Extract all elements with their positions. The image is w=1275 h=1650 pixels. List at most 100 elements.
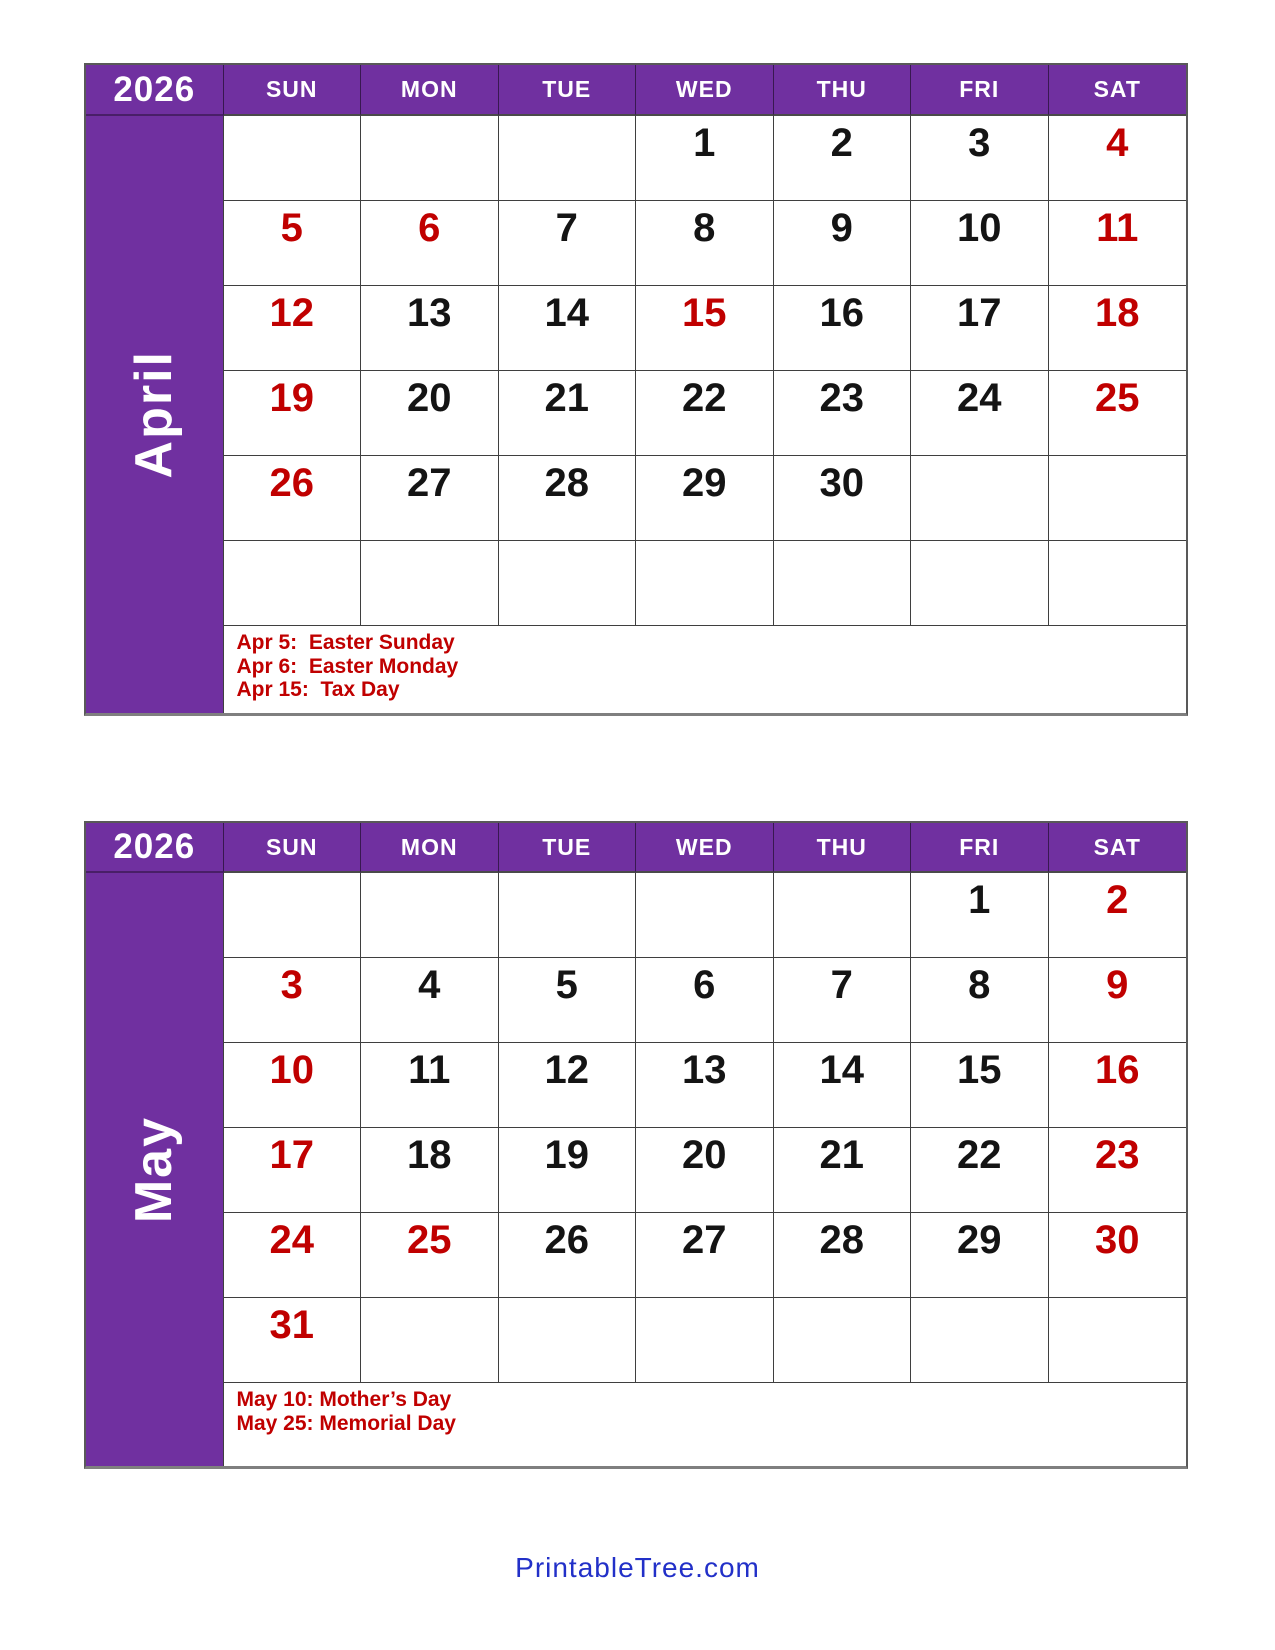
date-cell-empty: [361, 116, 499, 201]
date-number: 3: [968, 121, 991, 165]
date-cell-april-2026-10: 10: [911, 201, 1049, 286]
date-cell-empty: [223, 541, 361, 626]
date-cell-april-2026-13: 13: [361, 286, 499, 371]
day-header-sat: SAT: [1048, 823, 1186, 873]
holiday-notes: May 10: Mother’s Day May 25: Memorial Day: [223, 1383, 1186, 1466]
day-header-mon: MON: [361, 823, 499, 873]
date-cell-may-2026-7: 7: [773, 958, 911, 1043]
date-cell-april-2026-9: 9: [773, 201, 911, 286]
date-number: 19: [269, 376, 315, 420]
date-number: 29: [957, 1218, 1002, 1262]
date-number: 1: [968, 878, 991, 922]
date-cell-empty: [911, 456, 1049, 541]
holiday-note: Apr 6: Easter Monday: [236, 654, 459, 678]
date-cell-april-2026-19: 19: [223, 371, 361, 456]
date-cell-may-2026-15: 15: [911, 1043, 1049, 1128]
date-cell-may-2026-29: 29: [911, 1213, 1049, 1298]
date-number: 13: [682, 1048, 727, 1092]
date-cell-empty: [498, 1298, 636, 1383]
date-cell-may-2026-12: 12: [498, 1043, 636, 1128]
date-cell-may-2026-1: 1: [911, 873, 1049, 958]
date-number: 30: [819, 461, 865, 505]
date-number: 23: [1095, 1133, 1140, 1177]
date-cell-empty: [498, 541, 636, 626]
date-number: 10: [269, 1048, 315, 1092]
date-number: 17: [269, 1133, 315, 1177]
date-cell-april-2026-30: 30: [773, 456, 911, 541]
date-cell-may-2026-31: 31: [223, 1298, 361, 1383]
date-cell-may-2026-2: 2: [1048, 873, 1186, 958]
holiday-note: Apr 5: Easter Sunday: [236, 631, 455, 654]
date-cell-may-2026-18: 18: [361, 1128, 499, 1213]
date-number: 19: [544, 1133, 590, 1177]
date-number: 9: [1106, 963, 1129, 1007]
date-cell-may-2026-3: 3: [223, 958, 361, 1043]
date-cell-may-2026-8: 8: [911, 958, 1049, 1043]
date-number: 22: [682, 376, 727, 420]
date-number: 6: [418, 206, 441, 250]
date-cell-april-2026-11: 11: [1048, 201, 1186, 286]
date-cell-april-2026-17: 17: [911, 286, 1049, 371]
date-cell-april-2026-4: 4: [1048, 116, 1186, 201]
date-cell-may-2026-16: 16: [1048, 1043, 1186, 1128]
date-number: 12: [544, 1048, 590, 1092]
date-cell-may-2026-5: 5: [498, 958, 636, 1043]
day-header-sat: SAT: [1048, 65, 1186, 116]
date-number: 27: [407, 461, 452, 505]
date-number: 8: [968, 963, 991, 1007]
date-number: 10: [957, 206, 1002, 250]
date-cell-april-2026-1: 1: [636, 116, 774, 201]
date-number: 14: [819, 1048, 865, 1092]
date-cell-may-2026-14: 14: [773, 1043, 911, 1128]
date-number: 20: [407, 376, 452, 420]
day-header-fri: FRI: [911, 65, 1049, 116]
date-cell-may-2026-20: 20: [636, 1128, 774, 1213]
date-cell-may-2026-23: 23: [1048, 1128, 1186, 1213]
month-label: May: [125, 1115, 184, 1224]
date-number: 20: [682, 1133, 727, 1177]
date-cell-may-2026-6: 6: [636, 958, 774, 1043]
date-cell-empty: [773, 541, 911, 626]
date-number: 11: [408, 1048, 451, 1092]
holiday-note: May 25: Memorial Day: [236, 1411, 456, 1435]
date-number: 18: [1095, 291, 1140, 335]
date-cell-april-2026-29: 29: [636, 456, 774, 541]
date-number: 21: [544, 376, 590, 420]
date-number: 11: [1096, 206, 1139, 250]
date-cell-april-2026-8: 8: [636, 201, 774, 286]
date-cell-empty: [361, 541, 499, 626]
date-number: 7: [555, 206, 578, 250]
date-number: 24: [269, 1218, 315, 1262]
date-cell-empty: [223, 116, 361, 201]
holiday-note: Apr 15: Tax Day: [236, 678, 400, 701]
date-cell-empty: [361, 873, 499, 958]
date-number: 27: [682, 1218, 727, 1262]
date-number: 4: [1106, 121, 1129, 165]
date-cell-empty: [498, 873, 636, 958]
day-header-wed: WED: [636, 65, 774, 116]
date-cell-empty: [361, 1298, 499, 1383]
date-cell-may-2026-4: 4: [361, 958, 499, 1043]
date-cell-empty: [1048, 1298, 1186, 1383]
date-number: 17: [957, 291, 1002, 335]
date-cell-may-2026-17: 17: [223, 1128, 361, 1213]
date-cell-april-2026-25: 25: [1048, 371, 1186, 456]
date-cell-empty: [636, 541, 774, 626]
date-number: 15: [957, 1048, 1002, 1092]
date-cell-may-2026-28: 28: [773, 1213, 911, 1298]
date-cell-may-2026-21: 21: [773, 1128, 911, 1213]
date-number: 21: [819, 1133, 865, 1177]
day-header-tue: TUE: [498, 823, 636, 873]
date-cell-april-2026-26: 26: [223, 456, 361, 541]
april-2026-calendar: 2026 SUN MON TUE WED THU FRI SAT April 1 2 3 4 5 6 7 8 9 1…: [84, 63, 1188, 716]
date-cell-april-2026-21: 21: [498, 371, 636, 456]
date-cell-empty: [223, 873, 361, 958]
date-cell-april-2026-5: 5: [223, 201, 361, 286]
date-cell-april-2026-15: 15: [636, 286, 774, 371]
date-cell-may-2026-24: 24: [223, 1213, 361, 1298]
day-header-mon: MON: [361, 65, 499, 116]
footer-link[interactable]: PrintableTree.com: [515, 1552, 760, 1583]
date-number: 28: [544, 461, 590, 505]
date-cell-empty: [911, 1298, 1049, 1383]
date-number: 9: [830, 206, 853, 250]
